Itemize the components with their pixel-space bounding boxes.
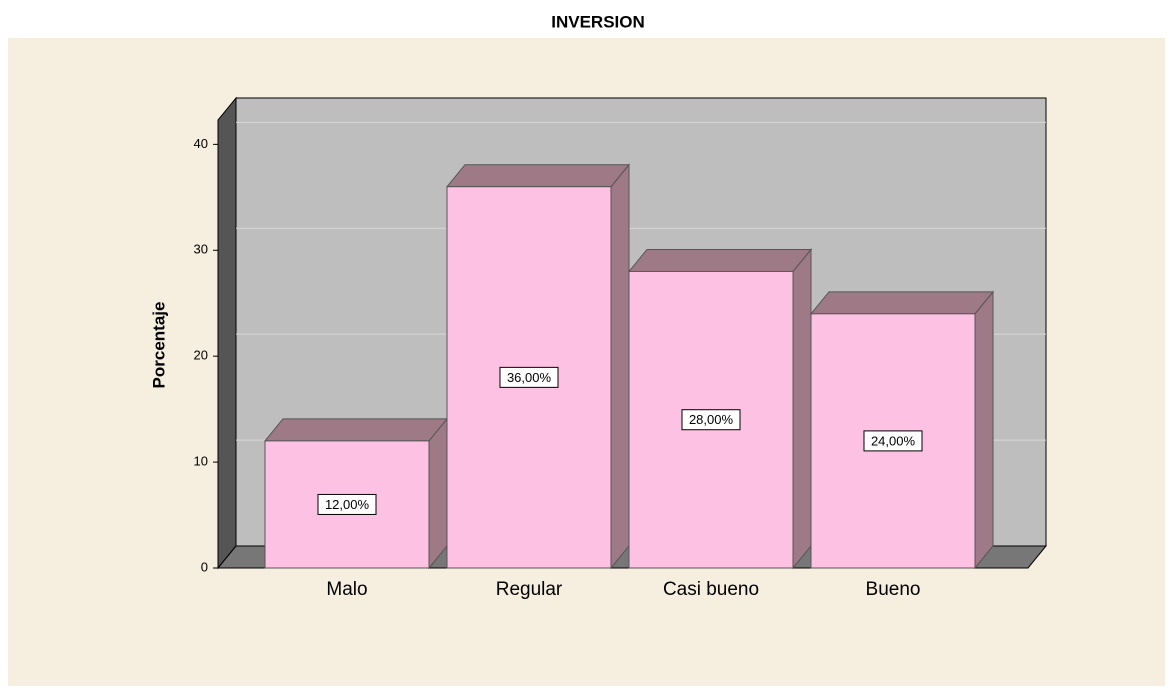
left-wall: [217, 96, 237, 570]
y-tick-label: 30: [194, 242, 208, 257]
x-tick-label: Regular: [496, 579, 563, 600]
value-label-box: [681, 409, 741, 431]
value-label: 12,00%: [325, 497, 370, 512]
value-label-box: [863, 430, 923, 452]
bar-top: [263, 418, 449, 442]
y-tick-label: 0: [201, 559, 208, 574]
bar-top: [445, 164, 631, 188]
value-label-box: [499, 366, 559, 388]
bar-top: [809, 291, 995, 315]
x-tick-label: Bueno: [866, 579, 921, 600]
bar-top: [627, 248, 813, 272]
y-tick-label: 40: [194, 136, 208, 151]
x-tick-label: Casi bueno: [663, 579, 759, 600]
bar-side: [610, 163, 630, 570]
bar-side: [792, 248, 812, 570]
value-label: 24,00%: [871, 433, 916, 448]
bar-side: [974, 290, 994, 570]
x-tick-label: Malo: [326, 579, 367, 600]
value-label: 28,00%: [689, 412, 734, 427]
value-label-box: [317, 493, 377, 515]
chart-title: INVERSION: [551, 12, 645, 31]
bar-side: [428, 417, 448, 570]
y-tick-label: 20: [194, 348, 208, 363]
value-label: 36,00%: [507, 370, 552, 385]
y-tick-label: 10: [194, 454, 208, 469]
y-axis-label: Porcentaje: [149, 302, 168, 389]
